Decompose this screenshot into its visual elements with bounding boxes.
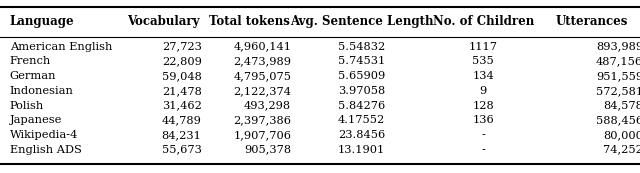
Text: 55,673: 55,673	[162, 145, 202, 155]
Text: 2,473,989: 2,473,989	[233, 56, 291, 66]
Text: 128: 128	[472, 101, 494, 111]
Text: 588,456: 588,456	[596, 115, 640, 125]
Text: 905,378: 905,378	[244, 145, 291, 155]
Text: Wikipedia-4: Wikipedia-4	[10, 130, 78, 140]
Text: 5.65909: 5.65909	[338, 71, 385, 81]
Text: German: German	[10, 71, 56, 81]
Text: 5.84276: 5.84276	[338, 101, 385, 111]
Text: Indonesian: Indonesian	[10, 86, 74, 96]
Text: 23.8456: 23.8456	[338, 130, 385, 140]
Text: Utterances: Utterances	[556, 15, 628, 28]
Text: 951,559: 951,559	[596, 71, 640, 81]
Text: Total tokens: Total tokens	[209, 15, 290, 28]
Text: 4,960,141: 4,960,141	[233, 42, 291, 52]
Text: 535: 535	[472, 56, 494, 66]
Text: 31,462: 31,462	[162, 101, 202, 111]
Text: 1,907,706: 1,907,706	[233, 130, 291, 140]
Text: -: -	[481, 145, 485, 155]
Text: Polish: Polish	[10, 101, 44, 111]
Text: 44,789: 44,789	[162, 115, 202, 125]
Text: 84,578: 84,578	[604, 101, 640, 111]
Text: 134: 134	[472, 71, 494, 81]
Text: 572,581: 572,581	[596, 86, 640, 96]
Text: 487,156: 487,156	[596, 56, 640, 66]
Text: Avg. Sentence Length: Avg. Sentence Length	[290, 15, 433, 28]
Text: 4,795,075: 4,795,075	[233, 71, 291, 81]
Text: 5.54832: 5.54832	[338, 42, 385, 52]
Text: Language: Language	[10, 15, 74, 28]
Text: 22,809: 22,809	[162, 56, 202, 66]
Text: 4.17552: 4.17552	[338, 115, 385, 125]
Text: 74,252: 74,252	[604, 145, 640, 155]
Text: 136: 136	[472, 115, 494, 125]
Text: 2,122,374: 2,122,374	[233, 86, 291, 96]
Text: Vocabulary: Vocabulary	[127, 15, 200, 28]
Text: 84,231: 84,231	[162, 130, 202, 140]
Text: 59,048: 59,048	[162, 71, 202, 81]
Text: 9: 9	[479, 86, 487, 96]
Text: 1117: 1117	[468, 42, 498, 52]
Text: -: -	[481, 130, 485, 140]
Text: 21,478: 21,478	[162, 86, 202, 96]
Text: 3.97058: 3.97058	[338, 86, 385, 96]
Text: 13.1901: 13.1901	[338, 145, 385, 155]
Text: Japanese: Japanese	[10, 115, 62, 125]
Text: 27,723: 27,723	[162, 42, 202, 52]
Text: 80,000: 80,000	[604, 130, 640, 140]
Text: 493,298: 493,298	[244, 101, 291, 111]
Text: 5.74531: 5.74531	[338, 56, 385, 66]
Text: No. of Children: No. of Children	[433, 15, 534, 28]
Text: American English: American English	[10, 42, 112, 52]
Text: 893,989: 893,989	[596, 42, 640, 52]
Text: French: French	[10, 56, 51, 66]
Text: 2,397,386: 2,397,386	[233, 115, 291, 125]
Text: English ADS: English ADS	[10, 145, 81, 155]
